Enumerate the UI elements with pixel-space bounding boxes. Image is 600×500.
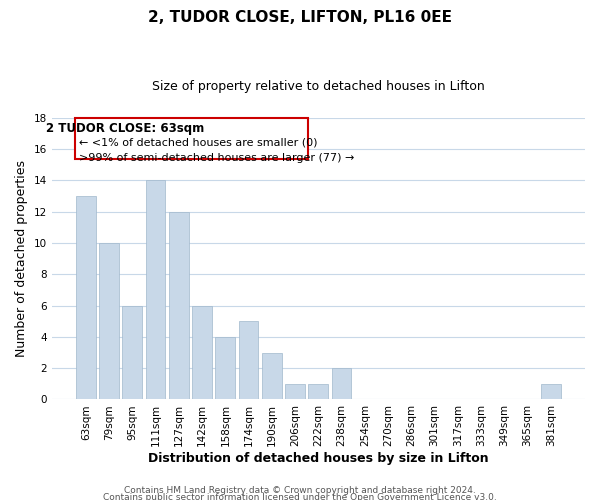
Bar [146, 180, 166, 400]
Bar [192, 306, 212, 400]
Text: Contains public sector information licensed under the Open Government Licence v3: Contains public sector information licen… [103, 494, 497, 500]
Bar [99, 243, 119, 400]
Bar [76, 196, 95, 400]
Y-axis label: Number of detached properties: Number of detached properties [15, 160, 28, 357]
Text: 2, TUDOR CLOSE, LIFTON, PL16 0EE: 2, TUDOR CLOSE, LIFTON, PL16 0EE [148, 10, 452, 25]
Bar [332, 368, 352, 400]
Bar [308, 384, 328, 400]
Title: Size of property relative to detached houses in Lifton: Size of property relative to detached ho… [152, 80, 485, 93]
Bar [239, 321, 259, 400]
Text: ← <1% of detached houses are smaller (0): ← <1% of detached houses are smaller (0) [79, 138, 318, 148]
Bar [74, 118, 308, 159]
Text: 2 TUDOR CLOSE: 63sqm: 2 TUDOR CLOSE: 63sqm [46, 122, 204, 135]
X-axis label: Distribution of detached houses by size in Lifton: Distribution of detached houses by size … [148, 452, 488, 465]
Bar [285, 384, 305, 400]
Text: Contains HM Land Registry data © Crown copyright and database right 2024.: Contains HM Land Registry data © Crown c… [124, 486, 476, 495]
Bar [541, 384, 561, 400]
Bar [122, 306, 142, 400]
Bar [215, 337, 235, 400]
Text: >99% of semi-detached houses are larger (77) →: >99% of semi-detached houses are larger … [79, 154, 355, 164]
Bar [262, 352, 282, 400]
Bar [169, 212, 188, 400]
